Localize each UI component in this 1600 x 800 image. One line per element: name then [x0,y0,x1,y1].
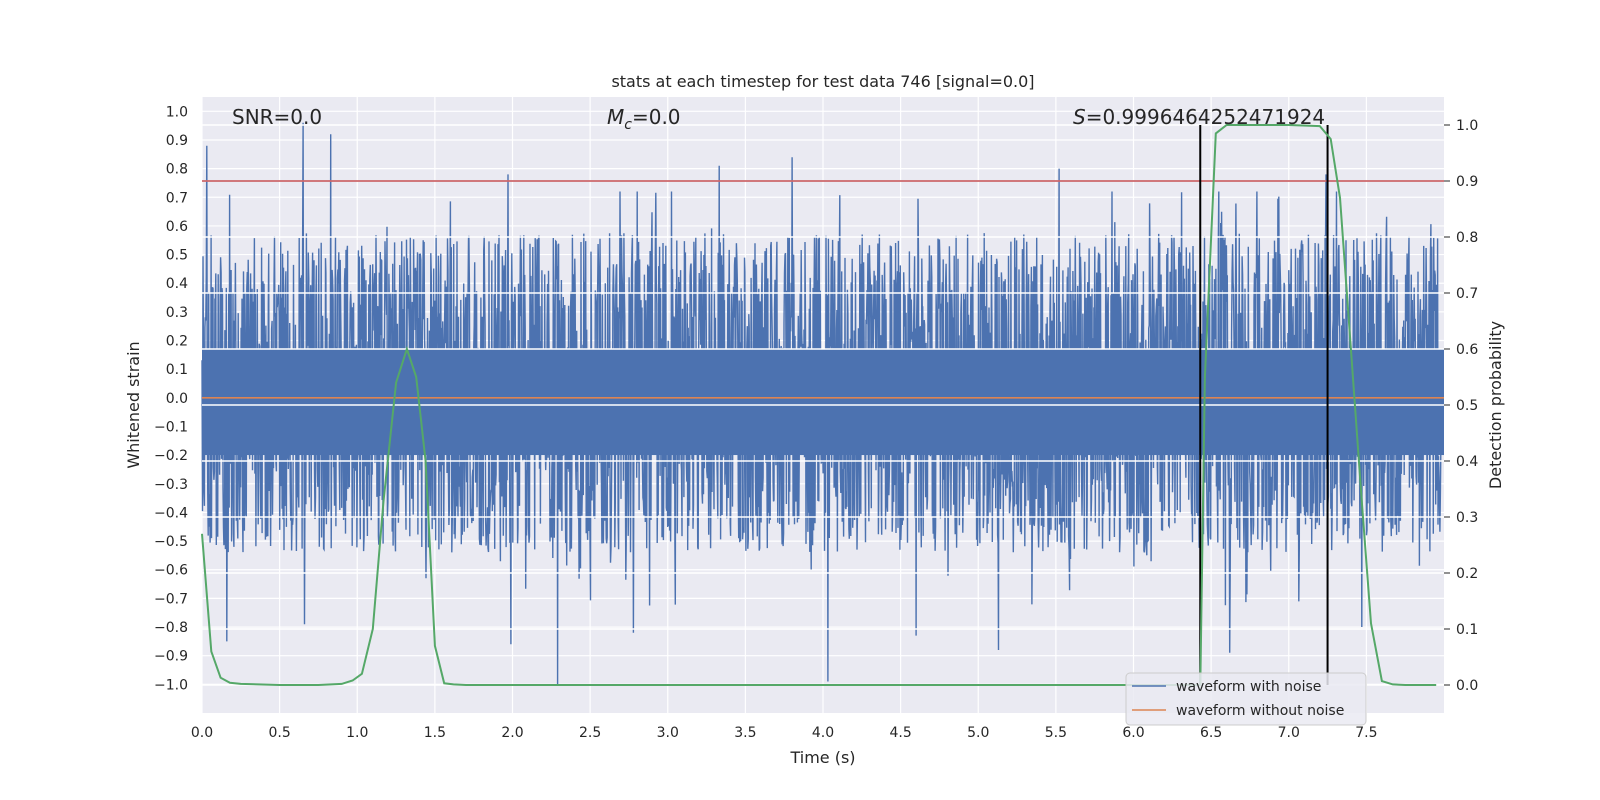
left-y-tick-label: 0.2 [166,334,188,350]
left-y-tick-label: −0.8 [154,620,188,636]
x-tick-label: 6.0 [1122,725,1144,741]
right-y-tick-label: 0.2 [1456,566,1478,582]
left-y-tick-label: 0.8 [166,162,188,178]
left-y-tick-label: −0.7 [154,591,188,607]
x-tick-label: 7.5 [1355,725,1377,741]
x-tick-label: 4.5 [889,725,911,741]
left-y-tick-label: −0.9 [154,649,188,665]
x-tick-label: 5.0 [967,725,989,741]
x-tick-label: 1.5 [424,725,446,741]
right-y-tick-label: 0.3 [1456,510,1478,526]
mc-value: =0.0 [632,105,681,129]
legend-label-waveform-with-noise: waveform with noise [1176,679,1321,695]
s-value: =0.9996464252471924 [1086,105,1325,129]
mc-symbol: M [607,105,624,129]
x-tick-label: 0.0 [191,725,213,741]
x-tick-label: 2.5 [579,725,601,741]
score-annotation: S=0.9996464252471924 [1073,105,1325,129]
chirp-mass-annotation: Mc=0.0 [607,105,681,133]
left-y-axis-label: Whitened strain [124,341,143,468]
left-y-tick-label: 0.1 [166,362,188,378]
x-tick-label: 6.5 [1200,725,1222,741]
chart-title: stats at each timestep for test data 746… [611,72,1034,91]
x-tick-label: 1.0 [346,725,368,741]
right-y-tick-label: 0.5 [1456,398,1478,414]
legend: waveform with noise waveform without noi… [1125,672,1367,726]
x-tick-label: 4.0 [812,725,834,741]
right-y-tick-label: 0.7 [1456,286,1478,302]
right-y-tick-labels: 1.0 0.9 0.8 0.7 0.6 0.5 0.4 0.3 0.2 0.1 0.0 [1444,118,1478,694]
legend-box [1125,672,1367,726]
vertical-marker-lines [1199,125,1329,685]
left-y-tick-label: 0.9 [166,133,188,149]
right-y-tick-label: 0.8 [1456,230,1478,246]
left-y-tick-label: −0.5 [154,534,188,550]
right-y-tick-label: 0.0 [1456,678,1478,694]
x-axis-label: Time (s) [789,748,855,767]
x-tick-labels: 0.0 0.5 1.0 1.5 2.0 2.5 3.0 3.5 4.0 4.5 5.0 5.5 6.0 6… [191,725,1378,741]
x-tick-label: 2.0 [501,725,523,741]
snr-annotation: SNR=0.0 [232,105,322,129]
left-y-tick-label: 0.6 [166,219,188,235]
right-y-tick-label: 0.9 [1456,174,1478,190]
left-y-tick-label: 1.0 [166,104,188,120]
left-y-tick-label: −0.2 [154,448,188,464]
right-y-tick-label: 0.6 [1456,342,1478,358]
left-y-tick-label: 0.5 [166,248,188,264]
right-y-tick-label: 0.1 [1456,622,1478,638]
x-tick-label: 3.5 [734,725,756,741]
left-y-tick-label: −0.1 [154,419,188,435]
s-symbol: S [1073,105,1086,129]
waveform-with-noise-series [201,122,1444,685]
x-tick-label: 5.5 [1045,725,1067,741]
left-y-tick-label: 0.3 [166,305,188,321]
left-y-tick-label: 0.4 [166,276,188,292]
x-tick-label: 7.0 [1278,725,1300,741]
legend-label-waveform-without-noise: waveform without noise [1176,703,1344,719]
detection-probability-series [201,124,1437,686]
right-y-tick-label: 1.0 [1456,118,1478,134]
left-y-tick-label: −1.0 [154,677,188,693]
left-y-tick-label: −0.4 [154,505,188,521]
right-y-axis-label: Detection probability [1486,321,1505,489]
x-tick-label: 3.0 [657,725,679,741]
detection-probability-line [201,124,1437,686]
right-y-tick-label: 0.4 [1456,454,1478,470]
left-y-tick-labels: 1.0 0.9 0.8 0.7 0.6 0.5 0.4 0.3 0.2 0.1 0.0 −0.1 −0.… [154,104,188,693]
left-y-tick-label: −0.6 [154,563,188,579]
noise-core-band [202,349,1444,456]
x-tick-label: 0.5 [268,725,290,741]
mc-subscript: c [624,117,632,133]
left-y-tick-label: 0.0 [166,391,188,407]
left-y-tick-label: −0.3 [154,477,188,493]
left-y-tick-label: 0.7 [166,190,188,206]
